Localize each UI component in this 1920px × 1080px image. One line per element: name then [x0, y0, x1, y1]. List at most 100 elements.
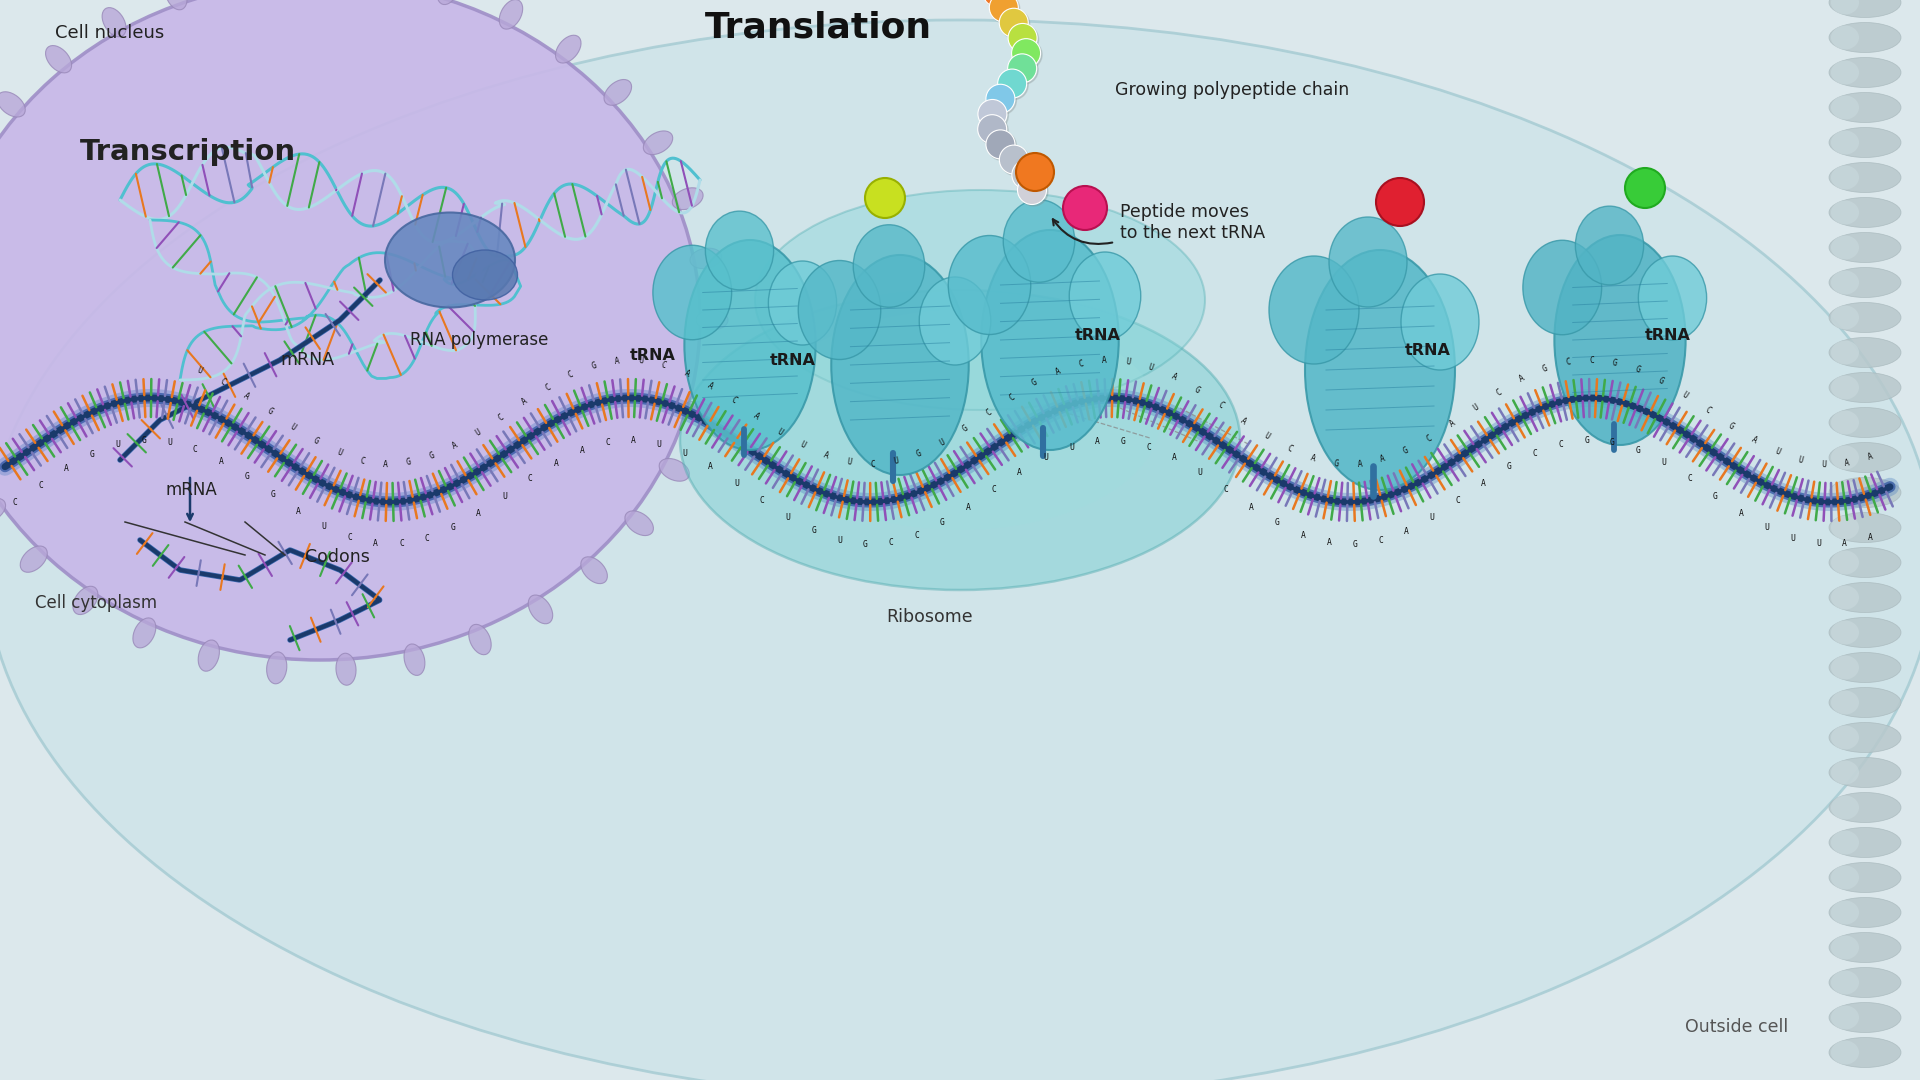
- Text: Cell nucleus: Cell nucleus: [56, 24, 165, 42]
- Text: G: G: [1634, 365, 1642, 375]
- Text: A: A: [242, 391, 252, 401]
- Text: U: U: [1125, 356, 1131, 366]
- Ellipse shape: [1832, 515, 1859, 540]
- Ellipse shape: [1830, 23, 1901, 53]
- Ellipse shape: [1830, 93, 1901, 122]
- Text: C: C: [1425, 433, 1434, 444]
- Text: Peptide moves
to the next tRNA: Peptide moves to the next tRNA: [1119, 203, 1265, 242]
- Text: C: C: [1286, 444, 1294, 454]
- Circle shape: [998, 69, 1027, 98]
- Ellipse shape: [689, 248, 722, 269]
- Ellipse shape: [165, 0, 186, 10]
- Text: A: A: [382, 460, 388, 469]
- Text: U: U: [1471, 403, 1480, 414]
- Text: U: U: [837, 536, 841, 545]
- Text: C: C: [359, 456, 367, 465]
- Text: A: A: [1300, 530, 1306, 540]
- Text: G: G: [1713, 491, 1718, 501]
- Text: G: G: [1275, 518, 1281, 527]
- Ellipse shape: [1004, 200, 1075, 282]
- Text: G: G: [1031, 378, 1039, 388]
- Text: C: C: [1703, 405, 1713, 416]
- Text: C: C: [730, 395, 737, 406]
- Text: G: G: [142, 436, 146, 445]
- Text: U: U: [1789, 534, 1795, 543]
- Ellipse shape: [499, 0, 522, 29]
- Text: Growing polypeptide chain: Growing polypeptide chain: [1116, 81, 1350, 99]
- Ellipse shape: [1830, 897, 1901, 928]
- Ellipse shape: [1832, 340, 1859, 365]
- Circle shape: [1064, 186, 1108, 230]
- Text: A: A: [684, 368, 691, 379]
- Text: G: G: [1584, 436, 1590, 445]
- Text: mRNA: mRNA: [165, 481, 217, 499]
- Circle shape: [1010, 25, 1039, 54]
- Text: U: U: [1661, 459, 1667, 468]
- Ellipse shape: [1832, 971, 1859, 995]
- Text: U: U: [733, 478, 739, 488]
- Ellipse shape: [1830, 373, 1901, 403]
- Text: A: A: [1357, 459, 1363, 469]
- Text: C: C: [1565, 357, 1572, 367]
- Ellipse shape: [1830, 548, 1901, 578]
- Ellipse shape: [1832, 235, 1859, 259]
- Text: A: A: [520, 396, 530, 407]
- Ellipse shape: [684, 402, 714, 422]
- Text: G: G: [960, 423, 970, 433]
- Text: G: G: [941, 518, 945, 527]
- Text: C: C: [1494, 388, 1503, 397]
- Ellipse shape: [1832, 796, 1859, 820]
- Circle shape: [866, 178, 904, 218]
- Ellipse shape: [0, 498, 6, 523]
- Text: G: G: [271, 490, 275, 499]
- Ellipse shape: [1832, 306, 1859, 329]
- Circle shape: [1018, 175, 1046, 204]
- Text: A: A: [753, 411, 760, 421]
- Text: A: A: [966, 502, 972, 512]
- Text: G: G: [1657, 376, 1665, 386]
- Text: Transcription: Transcription: [81, 138, 296, 166]
- Ellipse shape: [438, 0, 459, 4]
- Text: U: U: [196, 365, 204, 376]
- Ellipse shape: [981, 230, 1119, 450]
- Text: U: U: [1263, 431, 1271, 441]
- Text: G: G: [1121, 436, 1125, 446]
- Text: U: U: [682, 449, 687, 458]
- Ellipse shape: [1830, 407, 1901, 437]
- Ellipse shape: [1832, 165, 1859, 189]
- Circle shape: [998, 145, 1029, 174]
- Text: C: C: [870, 460, 876, 469]
- Text: A: A: [707, 381, 714, 391]
- Text: C: C: [1008, 392, 1016, 403]
- Text: G: G: [1192, 386, 1202, 395]
- Text: G: G: [90, 450, 94, 459]
- Circle shape: [998, 9, 1029, 37]
- Ellipse shape: [1830, 268, 1901, 297]
- Circle shape: [1000, 147, 1029, 176]
- Text: C: C: [660, 360, 668, 370]
- Text: C: C: [528, 474, 532, 484]
- Text: U: U: [785, 513, 791, 522]
- Ellipse shape: [1832, 410, 1859, 434]
- Ellipse shape: [1832, 131, 1859, 154]
- Ellipse shape: [1832, 60, 1859, 84]
- Text: U: U: [1774, 447, 1782, 457]
- Ellipse shape: [1832, 726, 1859, 750]
- Text: U: U: [288, 422, 298, 432]
- Text: U: U: [1797, 455, 1805, 465]
- Text: C: C: [1532, 449, 1538, 458]
- Text: C: C: [1379, 536, 1382, 545]
- Text: G: G: [244, 472, 250, 482]
- Circle shape: [1012, 160, 1041, 189]
- Ellipse shape: [1576, 206, 1644, 285]
- Ellipse shape: [1832, 690, 1859, 715]
- Ellipse shape: [1830, 582, 1901, 612]
- Text: U: U: [847, 458, 852, 468]
- Ellipse shape: [1832, 95, 1859, 120]
- Text: U: U: [1043, 454, 1048, 462]
- Ellipse shape: [1832, 0, 1859, 14]
- Text: G: G: [1611, 357, 1619, 367]
- Text: A: A: [553, 459, 559, 468]
- Circle shape: [983, 0, 1012, 6]
- Text: C: C: [1077, 359, 1085, 368]
